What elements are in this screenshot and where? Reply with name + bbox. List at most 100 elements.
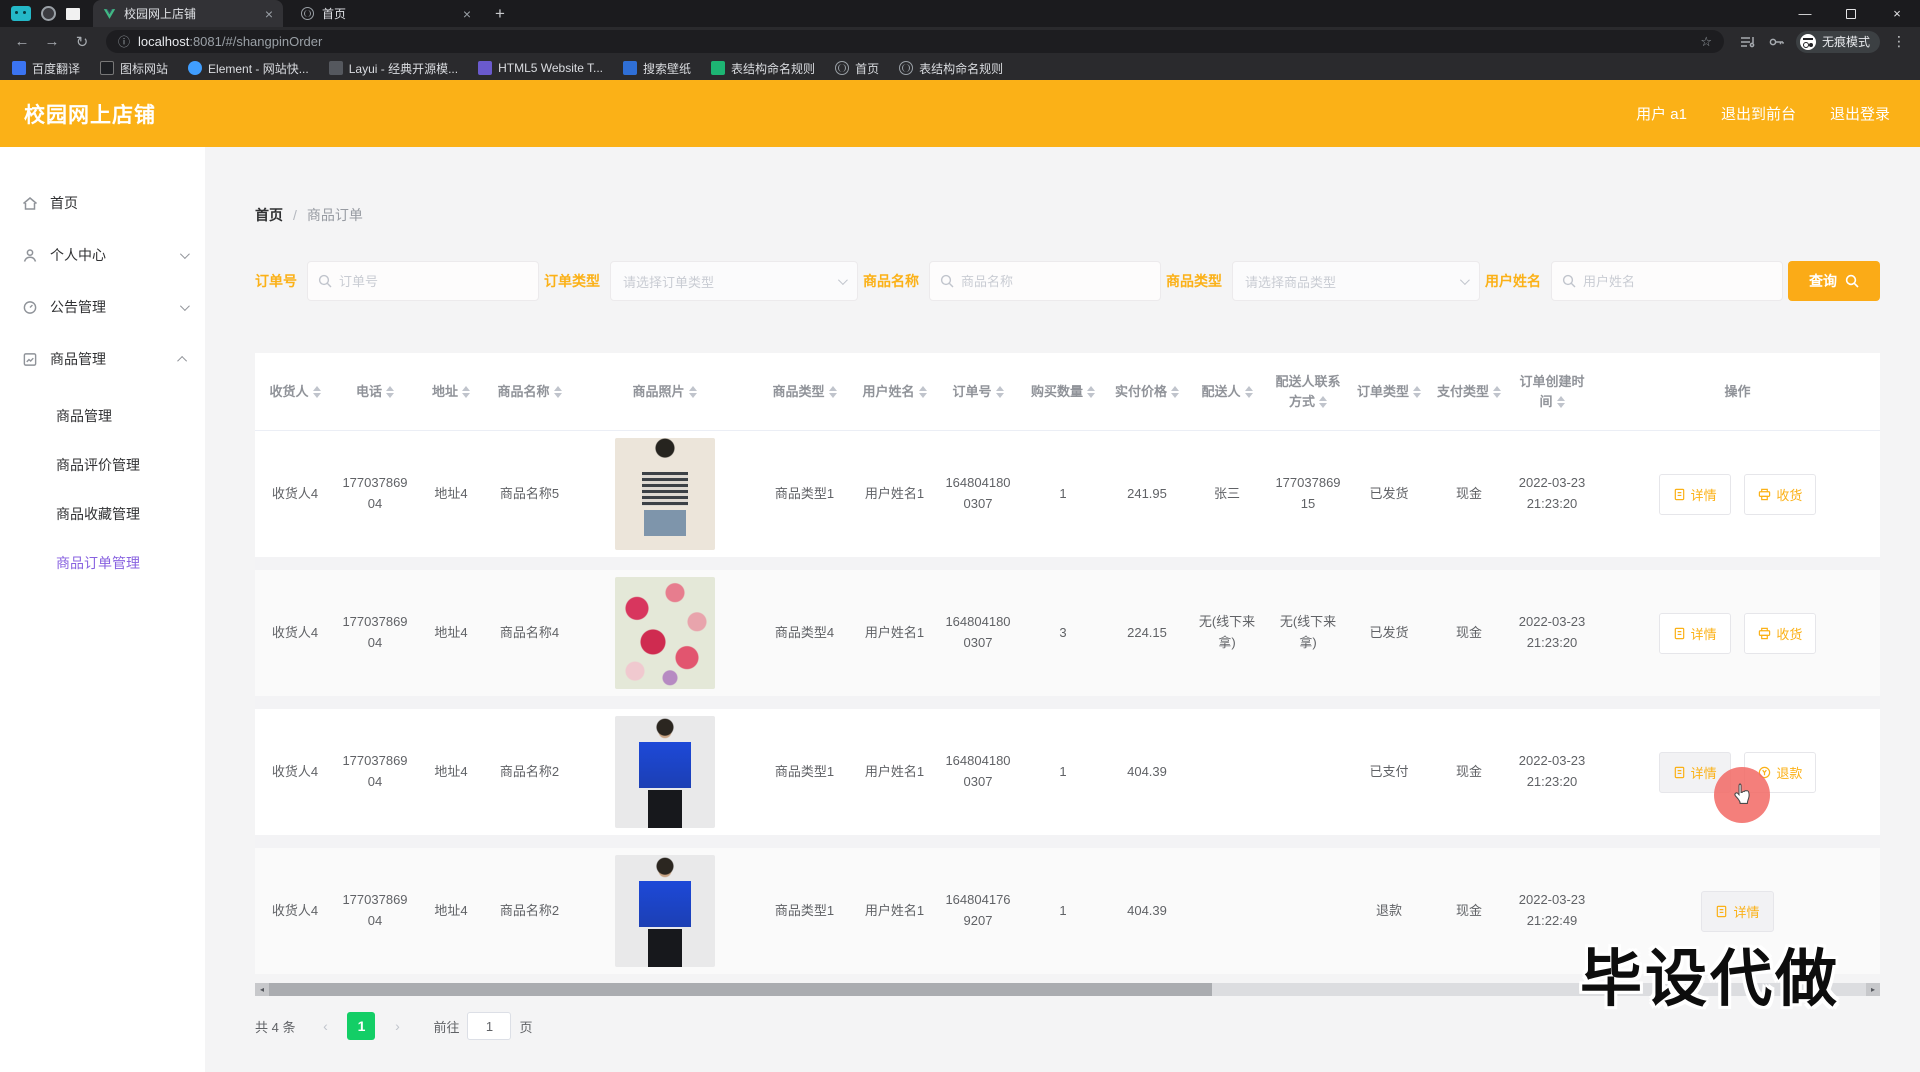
col-receiver: 收货人: [255, 382, 335, 402]
filter-user-name: 用户姓名: [1485, 261, 1783, 301]
prev-page-button[interactable]: ‹: [311, 1012, 340, 1040]
sort-icon[interactable]: [1087, 386, 1095, 399]
sort-icon[interactable]: [918, 386, 927, 399]
incognito-badge[interactable]: 无痕模式: [1795, 30, 1880, 53]
search-button[interactable]: 查询: [1788, 261, 1880, 301]
sort-icon[interactable]: [1171, 386, 1179, 399]
vue-favicon-icon: [103, 8, 116, 19]
breadcrumb-current: 商品订单: [306, 207, 363, 223]
bookmark-item[interactable]: 表结构命名规则: [899, 60, 1003, 77]
window-maximize-button[interactable]: [1828, 0, 1874, 27]
receive-button[interactable]: 收货: [1744, 612, 1817, 654]
refund-icon: [1759, 766, 1771, 778]
reload-icon[interactable]: ↻: [75, 33, 89, 51]
detail-button[interactable]: 详情: [1658, 612, 1731, 654]
reading-list-icon[interactable]: [1740, 35, 1756, 49]
sort-icon[interactable]: [995, 386, 1004, 399]
tab-close-icon[interactable]: ×: [462, 5, 471, 22]
pinned-app-icon[interactable]: [11, 6, 31, 21]
bookmark-star-icon[interactable]: ☆: [1700, 33, 1712, 49]
sidebar-subitem-product-manage[interactable]: 商品管理: [56, 407, 112, 424]
window-minimize-button[interactable]: —: [1798, 6, 1812, 21]
goto-page-input[interactable]: [467, 1012, 512, 1040]
page-number-button[interactable]: 1: [347, 1012, 376, 1040]
sidebar-subitem-review-manage[interactable]: 商品评价管理: [56, 456, 140, 473]
tab-close-icon[interactable]: ×: [264, 5, 273, 22]
sort-icon[interactable]: [1556, 396, 1565, 409]
detail-button[interactable]: 详情: [1658, 473, 1731, 515]
document-icon: [1674, 488, 1684, 500]
scroll-left-icon[interactable]: ◂: [255, 983, 269, 996]
bookmark-item[interactable]: 首页: [835, 60, 879, 77]
exit-to-front-link[interactable]: 退出到前台: [1720, 106, 1796, 123]
sort-icon[interactable]: [688, 386, 697, 399]
sidebar-item-home[interactable]: 首页: [0, 177, 205, 229]
printer-icon: [1759, 488, 1771, 500]
product-photo[interactable]: [614, 438, 715, 550]
sidebar-subitem-order-manage[interactable]: 商品订单管理: [56, 554, 140, 571]
browser-menu-icon[interactable]: ⋮: [1892, 33, 1906, 49]
next-page-button[interactable]: ›: [383, 1012, 412, 1040]
product-photo[interactable]: [614, 855, 715, 967]
sort-icon[interactable]: [1413, 386, 1421, 399]
hand-cursor-icon: [1734, 783, 1750, 804]
detail-button[interactable]: 详情: [1658, 751, 1731, 793]
back-icon[interactable]: ←: [14, 33, 30, 50]
scroll-right-icon[interactable]: ▸: [1866, 983, 1880, 996]
order-status: 已支付: [1369, 763, 1409, 779]
key-icon[interactable]: [1768, 35, 1784, 49]
bookmark-item[interactable]: 图标网站: [100, 60, 168, 77]
bookmark-item[interactable]: 搜索壁纸: [623, 60, 691, 77]
product-photo[interactable]: [614, 577, 715, 689]
sidebar-item-products[interactable]: 商品管理: [0, 333, 205, 385]
sort-icon[interactable]: [828, 386, 837, 399]
bookmark-item[interactable]: Layui - 经典开源模...: [328, 60, 458, 77]
pinned-favicon-icon[interactable]: [41, 6, 56, 21]
col-pay-type: 支付类型: [1429, 382, 1509, 402]
logout-link[interactable]: 退出登录: [1829, 106, 1890, 123]
row-separator: [255, 835, 1880, 848]
order-type-select[interactable]: 请选择订单类型: [610, 261, 858, 301]
sort-icon[interactable]: [1244, 386, 1253, 399]
pinned-window-icon[interactable]: [66, 7, 80, 20]
sort-icon[interactable]: [386, 386, 394, 399]
window-close-button[interactable]: ×: [1893, 6, 1901, 21]
sort-icon[interactable]: [312, 386, 321, 399]
col-product-photo: 商品照片: [572, 382, 757, 402]
sort-icon[interactable]: [1493, 386, 1501, 399]
browser-tab-shop[interactable]: 校园网上店铺 ×: [93, 0, 283, 27]
filter-order-type: 订单类型 请选择订单类型: [544, 261, 858, 301]
col-price: 实付价格: [1107, 382, 1187, 402]
forward-icon[interactable]: →: [44, 33, 60, 50]
scrollbar-thumb[interactable]: [269, 983, 1212, 996]
receive-button[interactable]: 收货: [1744, 473, 1817, 515]
detail-button[interactable]: 详情: [1701, 890, 1774, 932]
breadcrumb-home[interactable]: 首页: [255, 207, 283, 223]
bookmark-item[interactable]: HTML5 Website T...: [478, 61, 603, 75]
sidebar-item-announcement[interactable]: 公告管理: [0, 281, 205, 333]
header-user-link[interactable]: 用户 a1: [1636, 106, 1687, 123]
sidebar-item-profile[interactable]: 个人中心: [0, 229, 205, 281]
sort-icon[interactable]: [553, 386, 562, 399]
browser-tab-home[interactable]: 首页 ×: [291, 0, 481, 27]
horizontal-scrollbar[interactable]: ◂ ▸: [255, 983, 1880, 996]
col-quantity: 购买数量: [1019, 382, 1107, 402]
order-no-input[interactable]: [307, 261, 539, 301]
product-photo[interactable]: [614, 716, 715, 828]
bookmark-item[interactable]: Element - 网站快...: [188, 60, 309, 77]
sort-icon[interactable]: [462, 386, 470, 399]
product-type-select[interactable]: 请选择商品类型: [1232, 261, 1480, 301]
site-info-icon[interactable]: ⓘ: [118, 35, 131, 49]
new-tab-button[interactable]: +: [495, 3, 505, 23]
bookmark-item[interactable]: 百度翻译: [12, 60, 80, 77]
app-title: 校园网上店铺: [24, 103, 156, 127]
bookmark-item[interactable]: 表结构命名规则: [711, 60, 815, 77]
col-order-no: 订单号: [937, 382, 1019, 402]
address-bar[interactable]: ⓘ localhost:8081/#/shangpinOrder ☆: [106, 30, 1724, 53]
sort-icon[interactable]: [1319, 396, 1327, 409]
product-name-input[interactable]: [929, 261, 1161, 301]
document-icon: [1674, 627, 1684, 639]
sidebar-subitem-favorite-manage[interactable]: 商品收藏管理: [56, 505, 140, 522]
search-icon: [1562, 274, 1576, 288]
user-name-input[interactable]: [1551, 261, 1783, 301]
